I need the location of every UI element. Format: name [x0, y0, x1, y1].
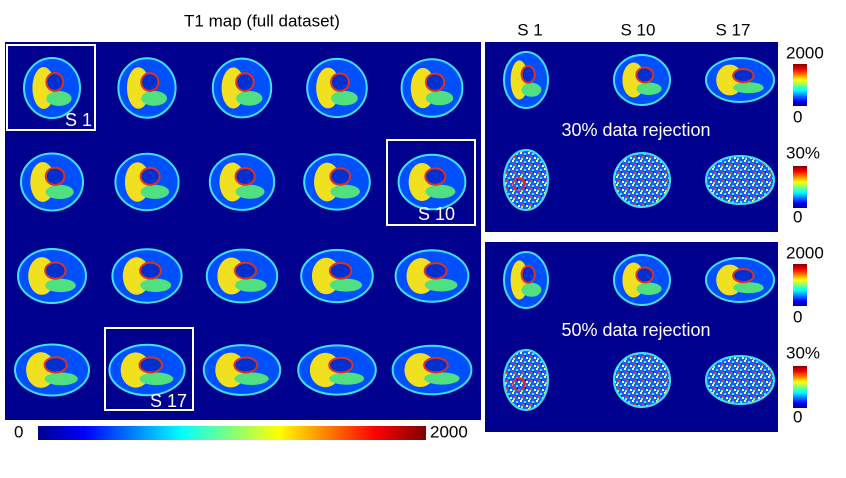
colorbar-max: 30% [786, 143, 820, 162]
column-label: S 1 [517, 20, 543, 39]
tissue-region [425, 184, 456, 199]
colorbar [38, 426, 426, 440]
colorbar-min: 0 [793, 307, 802, 326]
slice-box [104, 327, 194, 411]
tissue-region [44, 261, 67, 280]
colorbar-max: 2000 [786, 243, 824, 262]
colorbar [793, 366, 807, 408]
tissue-region [424, 278, 458, 292]
colorbar-max: 2000 [430, 422, 468, 441]
tissue-region [521, 82, 542, 97]
tissue-region [329, 167, 352, 186]
tissue-region [635, 266, 655, 284]
tissue-outline [705, 355, 775, 405]
tissue-region [233, 356, 259, 374]
tissue-region [234, 372, 269, 385]
slice-box [386, 139, 476, 226]
tissue-region [140, 72, 160, 92]
tissue-region [329, 372, 365, 385]
roi-marker [512, 377, 526, 391]
tissue-region [139, 166, 161, 186]
tissue-region [733, 82, 764, 94]
tissue-region [140, 278, 172, 293]
tissue-region [44, 166, 66, 186]
slice-label: S 17 [150, 391, 187, 411]
tissue-region [328, 356, 354, 374]
tissue-region [44, 372, 78, 386]
tissue-region [234, 278, 267, 292]
tissue-region [45, 184, 74, 200]
tissue-region [45, 72, 65, 92]
panel-caption: 30% data rejection [561, 120, 710, 140]
slice-label: S 10 [418, 204, 455, 224]
slice-box [6, 44, 96, 131]
tissue-region [235, 184, 265, 199]
tissue-region [330, 184, 360, 199]
tissue-region [424, 167, 447, 186]
tissue-region [732, 268, 755, 284]
tissue-region [733, 282, 764, 294]
tissue-region [331, 90, 358, 106]
tissue-region [329, 278, 363, 292]
colorbar-max: 30% [786, 343, 820, 362]
tissue-region [139, 372, 174, 386]
tissue-region [521, 282, 542, 297]
tissue-outline [705, 155, 775, 205]
colorbar [793, 64, 807, 106]
column-label: S 17 [716, 20, 751, 39]
roi-marker [512, 177, 526, 191]
colorbar-min: 0 [793, 207, 802, 226]
tissue-region [423, 262, 448, 280]
title: T1 map (full dataset) [184, 11, 340, 30]
tissue-region [138, 356, 164, 374]
colorbar-min: 0 [793, 107, 802, 126]
colorbar-min: 0 [793, 407, 802, 426]
tissue-region [235, 72, 255, 92]
tissue-region [234, 167, 256, 186]
tissue-region [233, 261, 258, 280]
slice-label: S 1 [65, 110, 92, 130]
tissue-outline [613, 352, 671, 408]
colorbar [793, 166, 807, 208]
tissue-region [732, 68, 755, 84]
colorbar-max: 2000 [786, 43, 824, 62]
tissue-region [424, 72, 446, 92]
colorbar [793, 264, 807, 306]
panel-caption: 50% data rejection [561, 320, 710, 340]
tissue-region [236, 90, 263, 106]
tissue-outline [503, 149, 549, 211]
tissue-region [139, 261, 162, 280]
tissue-region [520, 265, 536, 284]
tissue-region [636, 282, 662, 295]
tissue-region [635, 66, 655, 84]
tissue-region [46, 91, 72, 106]
tissue-region [330, 72, 350, 92]
tissue-region [424, 372, 460, 385]
column-label: S 10 [621, 20, 656, 39]
colorbar-min: 0 [14, 422, 23, 441]
tissue-region [425, 90, 454, 106]
tissue-outline [503, 349, 549, 411]
tissue-region [636, 82, 662, 95]
tissue-region [43, 356, 68, 374]
tissue-outline [613, 152, 671, 208]
tissue-region [140, 184, 170, 199]
tissue-region [328, 261, 353, 280]
tissue-region [141, 90, 168, 106]
tissue-region [45, 278, 76, 293]
tissue-region [520, 65, 536, 84]
tissue-region [423, 356, 449, 374]
